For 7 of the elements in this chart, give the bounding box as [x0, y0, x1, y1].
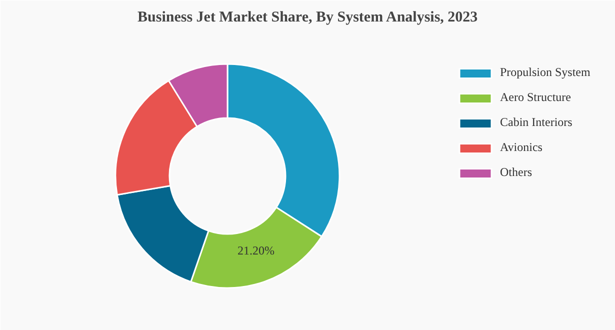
- legend-label: Aero Structure: [500, 90, 571, 105]
- legend-label: Others: [500, 165, 532, 180]
- chart-title: Business Jet Market Share, By System Analysis, 2023: [138, 10, 478, 26]
- legend-label: Cabin Interiors: [500, 115, 572, 130]
- legend-label: Avionics: [500, 140, 542, 155]
- legend-label: Propulsion System: [500, 65, 590, 80]
- data-label: 21.20%: [237, 244, 274, 258]
